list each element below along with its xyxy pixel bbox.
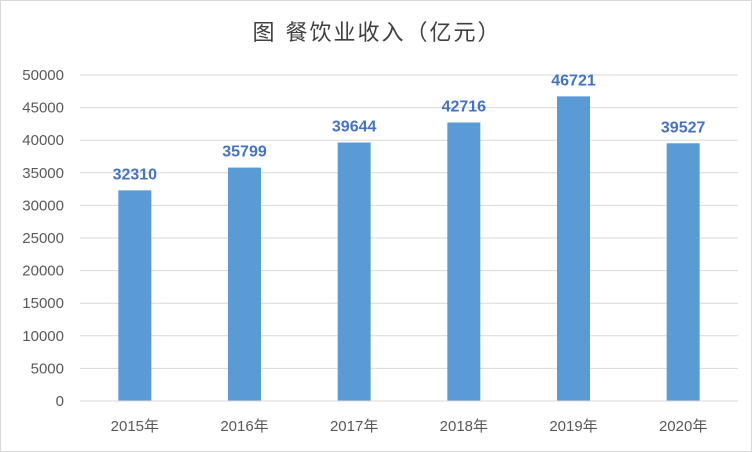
y-tick-label: 35000 <box>22 165 64 182</box>
y-tick-label: 5000 <box>31 360 64 377</box>
y-tick-label: 10000 <box>22 328 64 345</box>
data-label: 39644 <box>332 119 377 136</box>
bars <box>118 96 700 402</box>
y-tick-label: 20000 <box>22 263 64 280</box>
y-tick-label: 25000 <box>22 230 64 247</box>
data-label: 46721 <box>551 72 596 89</box>
y-axis-ticks: 0 5000 10000 15000 20000 25000 30000 35000 40000… <box>22 67 64 410</box>
y-tick-label: 15000 <box>22 295 64 312</box>
data-labels: 32310 35799 39644 42716 46721 39527 <box>113 72 706 183</box>
x-tick-label: 2018年 <box>440 418 488 435</box>
data-label: 42716 <box>442 98 487 115</box>
bar <box>118 190 152 401</box>
bar <box>337 142 371 401</box>
x-axis-ticks: 2015年 2016年 2017年 2018年 2019年 2020年 <box>80 400 738 435</box>
bar <box>666 143 700 401</box>
data-label: 35799 <box>222 144 267 161</box>
x-tick-label: 2019年 <box>549 418 597 435</box>
y-tick-label: 50000 <box>22 67 64 84</box>
bar <box>447 122 481 402</box>
gridlines <box>80 74 738 402</box>
x-tick-label: 2020年 <box>659 418 707 435</box>
bar <box>228 167 261 401</box>
chart-title: 图 餐饮业收入（亿元） <box>252 21 502 46</box>
x-tick-label: 2015年 <box>111 418 159 435</box>
bar <box>557 96 590 401</box>
data-label: 32310 <box>113 166 158 183</box>
y-tick-label: 40000 <box>22 132 64 149</box>
y-tick-label: 0 <box>56 393 64 410</box>
x-tick-label: 2016年 <box>220 418 268 435</box>
data-label: 39527 <box>661 119 706 136</box>
x-tick-label: 2017年 <box>330 418 378 435</box>
y-tick-label: 30000 <box>22 197 64 214</box>
y-tick-label: 45000 <box>22 100 64 117</box>
